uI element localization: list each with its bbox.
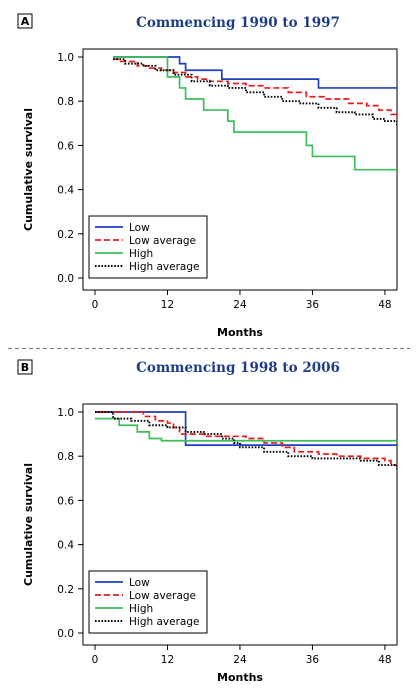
legend-label-low: Low bbox=[129, 222, 150, 234]
chart-title: Commencing 1998 to 2006 bbox=[136, 360, 340, 376]
x-tick-label: 36 bbox=[306, 299, 320, 311]
y-tick-label: 0.0 bbox=[57, 273, 74, 285]
y-tick-label: 0.8 bbox=[57, 451, 74, 463]
y-axis-label: Cumulative survival bbox=[22, 463, 35, 586]
x-tick-label: 24 bbox=[233, 654, 247, 666]
legend-label-high: High bbox=[129, 248, 153, 260]
series-line-high bbox=[113, 56, 397, 171]
series-line-low-average bbox=[113, 58, 397, 119]
series-line-low-average bbox=[95, 411, 397, 466]
x-axis-label: Months bbox=[217, 326, 263, 339]
panel-letter-box bbox=[17, 13, 33, 29]
series-line-low bbox=[113, 56, 397, 89]
series-line-high-average bbox=[113, 58, 397, 126]
x-tick-label: 12 bbox=[161, 299, 174, 311]
panel-a: A Commencing 1990 to 1997 0.0 0.2 0.4 0.6 0.8 1… bbox=[17, 13, 398, 339]
panel-letter-box bbox=[17, 359, 33, 375]
series-line-high-average bbox=[95, 411, 397, 470]
series-line-high bbox=[95, 417, 397, 442]
y-tick-label: 0.8 bbox=[57, 96, 74, 108]
y-tick-label: 0.4 bbox=[57, 185, 74, 197]
y-tick-label: 0.6 bbox=[57, 495, 74, 507]
x-axis-label: Months bbox=[217, 671, 263, 684]
y-tick-label: 0.6 bbox=[57, 140, 74, 152]
x-tick-label: 24 bbox=[233, 299, 247, 311]
legend-label-high-average: High average bbox=[129, 616, 199, 628]
legend-label-low-average: Low average bbox=[129, 590, 196, 602]
y-tick-label: 1.0 bbox=[57, 52, 74, 64]
legend-label-low-average: Low average bbox=[129, 235, 196, 247]
panel-letter: B bbox=[21, 361, 29, 374]
y-tick-label: 0.2 bbox=[57, 229, 74, 241]
y-tick-label: 0.2 bbox=[57, 584, 74, 596]
x-tick-label: 36 bbox=[306, 654, 320, 666]
x-tick-label: 0 bbox=[92, 654, 99, 666]
y-tick-label: 0.0 bbox=[57, 628, 74, 640]
y-tick-label: 0.4 bbox=[57, 540, 74, 552]
x-tick-label: 48 bbox=[378, 654, 391, 666]
panel-letter: A bbox=[21, 15, 30, 28]
series-line-low bbox=[95, 411, 397, 446]
legend-label-high: High bbox=[129, 603, 153, 615]
panel-b: B Commencing 1998 to 2006 0.0 0.2 0.4 0.6 0.8 1… bbox=[17, 359, 398, 684]
x-tick-label: 48 bbox=[378, 299, 391, 311]
x-tick-label: 12 bbox=[161, 654, 174, 666]
chart-title: Commencing 1990 to 1997 bbox=[136, 15, 340, 31]
y-axis-label: Cumulative survival bbox=[22, 108, 35, 231]
legend-label-high-average: High average bbox=[129, 261, 199, 273]
y-tick-label: 1.0 bbox=[57, 407, 74, 419]
x-tick-label: 0 bbox=[92, 299, 99, 311]
legend-label-low: Low bbox=[129, 577, 150, 589]
